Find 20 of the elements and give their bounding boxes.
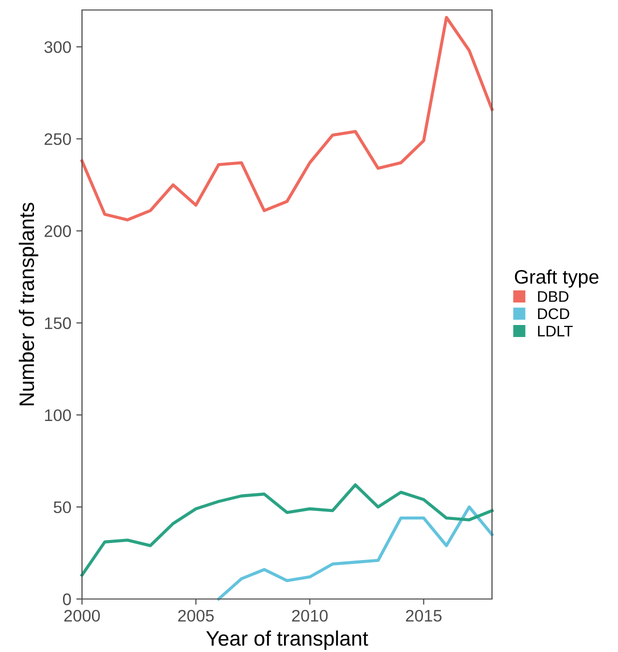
x-axis-title: Year of transplant: [206, 630, 368, 650]
y-tick-label: 200: [44, 225, 71, 238]
line-series: [217, 505, 494, 601]
legend-label: DBD: [538, 291, 568, 302]
y-tick-label: 100: [45, 409, 71, 422]
y-tick-label: 150: [45, 317, 71, 330]
legend-label: LDLT: [538, 326, 573, 336]
x-tick-label: 2015: [406, 610, 442, 622]
x-tick-label: 2005: [178, 610, 214, 622]
y-tick-label: 0: [62, 593, 71, 606]
legend-label: DCD: [538, 308, 570, 320]
y-tick-label: 300: [44, 41, 71, 54]
legend-title: Graft type: [514, 270, 598, 288]
line-series: [80, 16, 494, 222]
y-tick-label: 250: [44, 133, 71, 146]
x-tick-label: 2010: [292, 610, 328, 622]
line-series: [80, 483, 494, 577]
x-tick-label: 2000: [64, 610, 100, 622]
y-axis-title: Number of transplants: [18, 202, 38, 406]
y-tick-label: 50: [54, 501, 71, 514]
